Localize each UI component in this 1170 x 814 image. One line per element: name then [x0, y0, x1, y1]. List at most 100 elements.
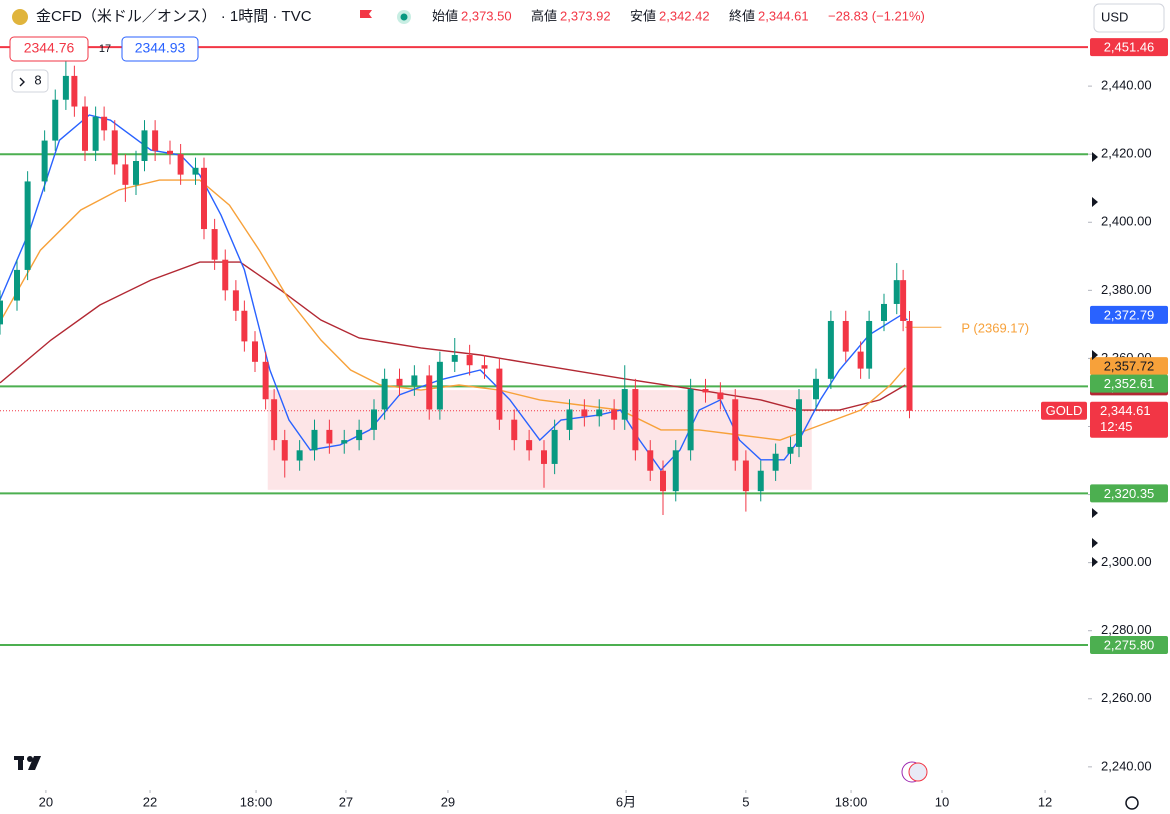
candle-body [62, 75, 69, 100]
y-tick-label: 2,240.00 [1101, 758, 1152, 773]
x-tick-label: 18:00 [240, 794, 273, 809]
candle-body [211, 229, 218, 260]
candle-body [371, 409, 377, 430]
ohlc-value: 2,344.61 [758, 8, 809, 23]
price-badge-label: 2,320.35 [1104, 486, 1155, 501]
pivot-label: P (2369.17) [961, 321, 1029, 336]
candle-body [596, 409, 603, 417]
bid-box[interactable] [9, 36, 89, 62]
candle-body [167, 150, 173, 155]
candle-body [611, 409, 618, 420]
x-tick-label: 5 [742, 794, 749, 809]
candle-body [451, 355, 458, 362]
candle-body [111, 130, 118, 165]
ui-overlay: 金CFD（米ドル／オンス） · 1時間 · TVC 始値 2,373.50 高値… [9, 3, 1165, 810]
candle-body [201, 167, 207, 230]
x-tick-label: 10 [935, 794, 949, 809]
change: −28.83 (−1.21%) [828, 8, 925, 23]
candle-body [787, 446, 794, 454]
status-dot [400, 13, 408, 21]
candle-body [796, 399, 802, 447]
flag-event-icon[interactable] [908, 762, 928, 782]
candle-body [296, 450, 303, 461]
symbol-title: 金CFD（米ドル／オンス） · 1時間 · TVC [36, 8, 312, 25]
price-badge [1090, 484, 1168, 503]
candle-body [122, 164, 129, 185]
candle-body [92, 116, 99, 151]
candle-body [133, 160, 139, 185]
last-price-label: 2,344.61 [1100, 403, 1151, 418]
candle-body [141, 130, 148, 161]
candle-body [551, 429, 558, 464]
candle-body [24, 181, 31, 270]
candle-body [411, 375, 418, 386]
ask: 2344.93 [135, 40, 186, 56]
candle-body [82, 106, 88, 151]
price-badge-label: 2,451.46 [1104, 40, 1155, 55]
candle-body [466, 355, 473, 366]
ask-box[interactable] [121, 36, 199, 62]
y-tick-label: 2,280.00 [1101, 622, 1152, 637]
ohlc-label: 始値 [432, 8, 458, 23]
x-tick-label: 27 [339, 794, 353, 809]
price-badge [1090, 636, 1168, 655]
price-badge-label: 2,275.80 [1104, 637, 1155, 652]
candle-body [566, 409, 573, 430]
x-tick-label: 20 [39, 794, 53, 809]
ohlc-value: 2,342.42 [659, 8, 710, 23]
settings-icon[interactable] [1125, 796, 1139, 810]
candle-body [541, 450, 547, 464]
candle-body [672, 450, 679, 492]
candle-body [52, 99, 59, 141]
candle-body [866, 320, 873, 369]
candle-body [772, 453, 779, 471]
candle-body [842, 320, 849, 352]
logo-part [18, 756, 23, 770]
candle-body [511, 419, 518, 441]
price-badge-label: 2,357.72 [1104, 359, 1155, 374]
ohlc-label: 高値 [531, 8, 557, 23]
y-tick-label: 2,400.00 [1101, 214, 1152, 229]
candle-body [396, 378, 403, 386]
last-price-badge [1090, 401, 1168, 438]
price-badge-label: 2,352.61 [1104, 376, 1155, 391]
ohlc-value: 2,373.50 [461, 8, 512, 23]
candle-body [632, 389, 639, 451]
candle-body [241, 310, 248, 342]
logo-part [28, 756, 41, 770]
tv-logo [14, 756, 41, 770]
candle-body [496, 368, 503, 420]
candle-body [881, 303, 887, 321]
price-badge [1090, 374, 1168, 393]
currency-button[interactable] [1093, 3, 1165, 33]
candle-body [426, 375, 433, 410]
candle-body [900, 280, 907, 321]
candle-body [192, 167, 199, 175]
candle-body [647, 450, 654, 471]
flag-icon [360, 10, 372, 18]
chevron [19, 77, 25, 87]
countdown: 12:45 [1100, 419, 1133, 434]
candle-body [742, 460, 749, 492]
y-tick-label: 2,300.00 [1101, 554, 1152, 569]
candle-body [41, 140, 48, 182]
x-tick-label: 29 [441, 794, 455, 809]
candle-body [222, 259, 229, 291]
x-tick-label: 22 [143, 794, 157, 809]
candle-body [481, 365, 488, 369]
candle-body [621, 389, 628, 420]
candle-body [526, 440, 533, 451]
candle-body [660, 470, 666, 492]
ohlc-value: 2,373.92 [560, 8, 611, 23]
candle-body [152, 130, 159, 151]
candle-body [101, 116, 108, 131]
candle-body [252, 341, 258, 362]
indicators-count: 8 [34, 72, 41, 87]
candle-body [687, 389, 694, 451]
candle-body [14, 269, 20, 301]
indicators-toggle[interactable] [11, 69, 49, 93]
candle-body [702, 389, 709, 393]
y-tick-label: 2,440.00 [1101, 78, 1152, 93]
x-tick-label: 12 [1038, 794, 1052, 809]
